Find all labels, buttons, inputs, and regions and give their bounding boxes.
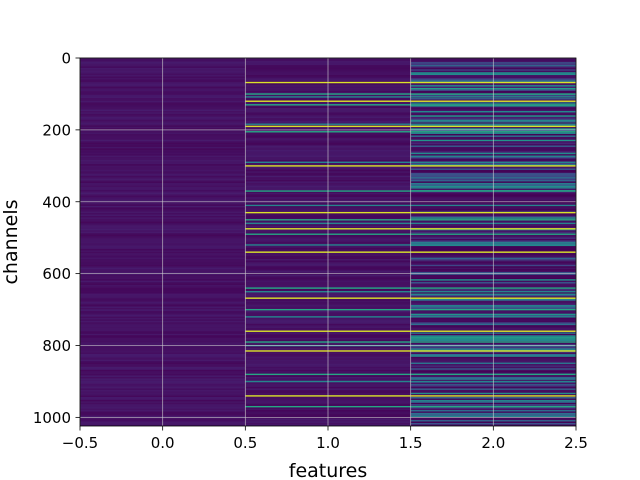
y-tick-label: 200 <box>42 121 71 139</box>
y-tick-label: 800 <box>42 337 71 355</box>
x-tick-label: 0.5 <box>233 434 257 452</box>
x-tick-label: 1.5 <box>399 434 423 452</box>
x-tick-label: 1.0 <box>316 434 340 452</box>
y-axis-ticks: 0 200 400 600 800 1000 <box>33 50 80 427</box>
x-tick-label: −0.5 <box>62 434 98 452</box>
y-tick-label: 0 <box>61 50 71 68</box>
x-axis-ticks: −0.5 0.0 0.5 1.0 1.5 2.0 2.5 <box>62 426 588 452</box>
y-tick-label: 600 <box>42 265 71 283</box>
x-tick-label: 2.5 <box>564 434 588 452</box>
y-axis-label: channels <box>0 199 22 284</box>
x-tick-label: 0.0 <box>151 434 175 452</box>
x-tick-label: 2.0 <box>481 434 505 452</box>
y-tick-label: 400 <box>42 193 71 211</box>
x-axis-label: features <box>289 460 368 480</box>
y-tick-label: 1000 <box>33 409 71 427</box>
grid-lines <box>79 57 577 426</box>
